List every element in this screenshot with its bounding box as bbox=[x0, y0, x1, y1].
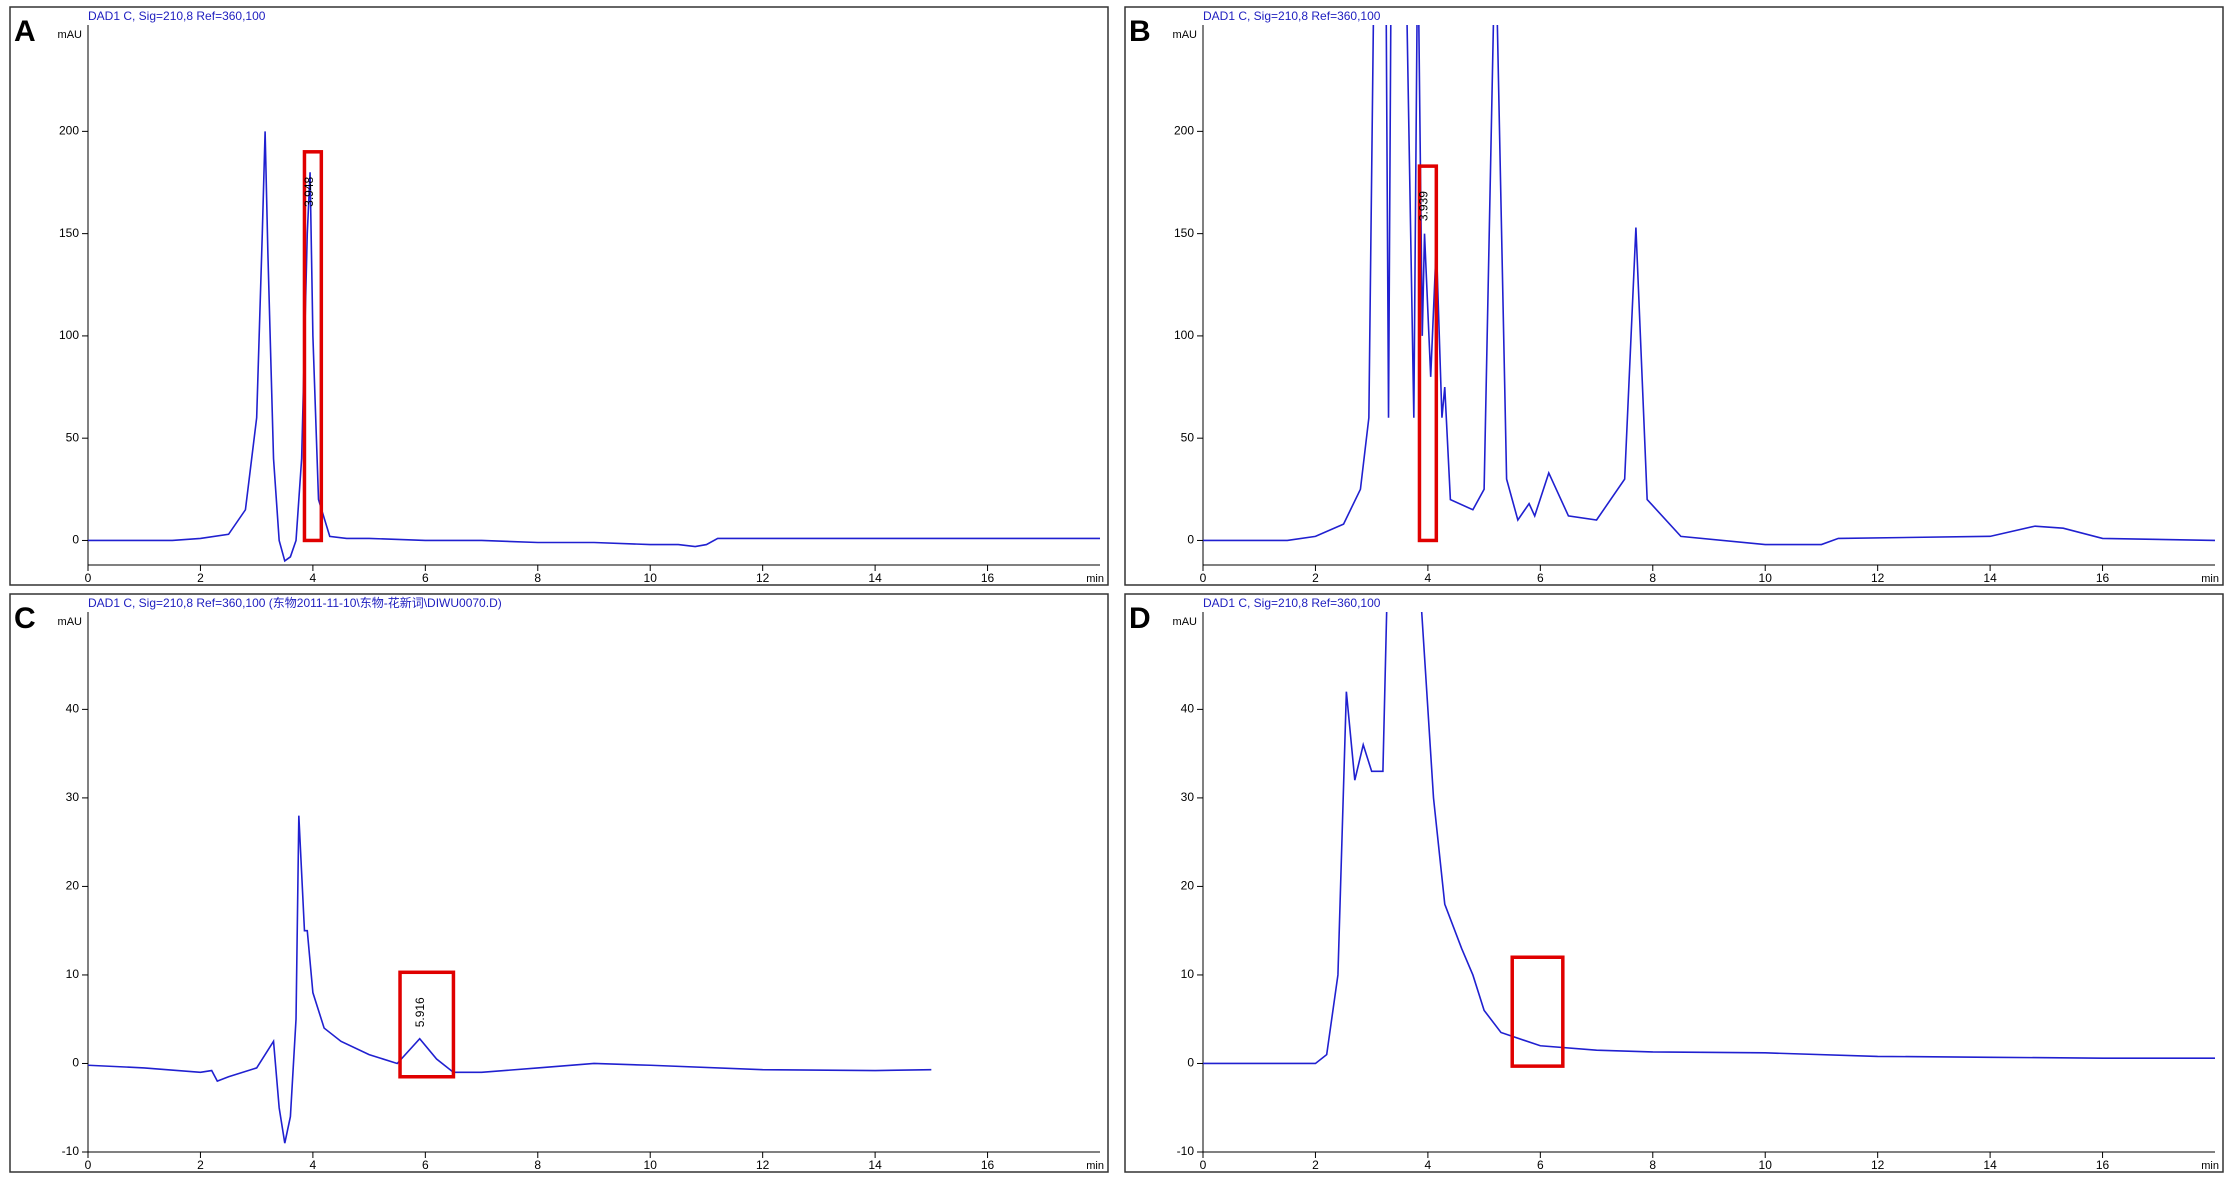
x-tick-label: 4 bbox=[1425, 571, 1432, 585]
y-tick-label: 0 bbox=[1187, 1056, 1194, 1070]
y-tick-label: 0 bbox=[1187, 533, 1194, 547]
panel: D DAD1 C, Sig=210,8 Ref=360,100 mAU min -10 0… bbox=[1124, 593, 2224, 1173]
x-tick-label: 2 bbox=[197, 571, 204, 585]
chart-title: DAD1 C, Sig=210,8 Ref=360,100 bbox=[1203, 9, 1381, 23]
peak-label: 3.939 bbox=[1417, 191, 1431, 221]
chart-title: DAD1 C, Sig=210,8 Ref=360,100 (东物2011-11… bbox=[88, 595, 502, 610]
peak-label: 5.916 bbox=[413, 997, 427, 1027]
panel-frame bbox=[9, 6, 1109, 586]
x-tick-label: 16 bbox=[2096, 1158, 2110, 1172]
signal-trace bbox=[88, 815, 932, 1144]
signal-trace bbox=[88, 131, 1100, 563]
x-tick-label: 12 bbox=[756, 571, 770, 585]
y-tick-label: 200 bbox=[59, 124, 79, 138]
x-axis-label: min bbox=[2201, 573, 2219, 585]
y-tick-label: 10 bbox=[66, 967, 80, 981]
panel: B DAD1 C, Sig=210,8 Ref=360,100 mAU min 0 50 1… bbox=[1124, 6, 2224, 586]
y-axis-label: mAU bbox=[58, 616, 83, 628]
y-tick-label: 0 bbox=[72, 1056, 79, 1070]
peak-label: 3.948 bbox=[302, 176, 316, 206]
signal-trace bbox=[1203, 25, 2215, 546]
y-tick-label: 200 bbox=[1174, 124, 1194, 138]
x-tick-label: 8 bbox=[534, 571, 541, 585]
panel: A DAD1 C, Sig=210,8 Ref=360,100 mAU min 0 50 1… bbox=[9, 6, 1109, 586]
x-tick-label: 12 bbox=[1871, 1158, 1885, 1172]
chart-title: DAD1 C, Sig=210,8 Ref=360,100 bbox=[1203, 596, 1381, 610]
y-tick-label: -10 bbox=[62, 1144, 80, 1158]
y-tick-label: 50 bbox=[66, 430, 80, 444]
x-tick-label: 6 bbox=[422, 1158, 429, 1172]
y-tick-label: 150 bbox=[59, 226, 79, 240]
y-tick-label: 30 bbox=[66, 790, 80, 804]
panel-label: B bbox=[1129, 15, 1151, 48]
x-tick-label: 2 bbox=[1312, 571, 1319, 585]
x-tick-label: 16 bbox=[981, 1158, 995, 1172]
x-tick-label: 0 bbox=[85, 571, 92, 585]
y-tick-label: 40 bbox=[66, 702, 80, 716]
x-tick-label: 16 bbox=[981, 571, 995, 585]
signal-trace bbox=[1203, 612, 2215, 1065]
x-axis-label: min bbox=[1086, 1160, 1104, 1172]
y-tick-label: -10 bbox=[1177, 1144, 1195, 1158]
x-tick-label: 6 bbox=[1537, 571, 1544, 585]
y-tick-label: 150 bbox=[1174, 226, 1194, 240]
panel-label: A bbox=[14, 15, 36, 48]
y-tick-label: 0 bbox=[72, 533, 79, 547]
y-tick-label: 50 bbox=[1181, 430, 1195, 444]
x-tick-label: 2 bbox=[197, 1158, 204, 1172]
highlight-box bbox=[1417, 164, 1439, 543]
y-tick-label: 10 bbox=[1181, 967, 1195, 981]
highlight-box bbox=[398, 970, 456, 1079]
y-axis-label: mAU bbox=[1173, 616, 1198, 628]
panel-label: D bbox=[1129, 602, 1151, 635]
x-tick-label: 4 bbox=[310, 571, 317, 585]
x-tick-label: 16 bbox=[2096, 571, 2110, 585]
x-tick-label: 0 bbox=[1200, 1158, 1207, 1172]
x-tick-label: 14 bbox=[1983, 1158, 1997, 1172]
x-axis-label: min bbox=[2201, 1160, 2219, 1172]
x-tick-label: 2 bbox=[1312, 1158, 1319, 1172]
chart-title: DAD1 C, Sig=210,8 Ref=360,100 bbox=[88, 9, 266, 23]
x-axis-label: min bbox=[1086, 573, 1104, 585]
panel: C DAD1 C, Sig=210,8 Ref=360,100 (东物2011-1… bbox=[9, 593, 1109, 1173]
panel-frame bbox=[9, 593, 1109, 1173]
y-tick-label: 40 bbox=[1181, 702, 1195, 716]
highlight-box bbox=[1510, 955, 1565, 1068]
y-tick-label: 30 bbox=[1181, 790, 1195, 804]
panel-label: C bbox=[14, 602, 36, 635]
x-tick-label: 8 bbox=[534, 1158, 541, 1172]
highlight-box bbox=[302, 150, 324, 543]
x-tick-label: 4 bbox=[1425, 1158, 1432, 1172]
panel-frame bbox=[1124, 6, 2224, 586]
x-tick-label: 10 bbox=[1759, 1158, 1773, 1172]
x-tick-label: 0 bbox=[85, 1158, 92, 1172]
x-tick-label: 10 bbox=[1759, 571, 1773, 585]
y-tick-label: 100 bbox=[1174, 328, 1194, 342]
x-tick-label: 14 bbox=[868, 1158, 882, 1172]
x-tick-label: 8 bbox=[1649, 1158, 1656, 1172]
x-tick-label: 12 bbox=[1871, 571, 1885, 585]
y-axis-label: mAU bbox=[1173, 29, 1198, 41]
x-tick-label: 4 bbox=[310, 1158, 317, 1172]
x-tick-label: 8 bbox=[1649, 571, 1656, 585]
y-tick-label: 20 bbox=[1181, 879, 1195, 893]
y-tick-label: 20 bbox=[66, 879, 80, 893]
x-tick-label: 6 bbox=[1537, 1158, 1544, 1172]
x-tick-label: 12 bbox=[756, 1158, 770, 1172]
x-tick-label: 6 bbox=[422, 571, 429, 585]
x-tick-label: 14 bbox=[868, 571, 882, 585]
y-axis-label: mAU bbox=[58, 29, 83, 41]
x-tick-label: 10 bbox=[644, 571, 658, 585]
x-tick-label: 10 bbox=[644, 1158, 658, 1172]
x-tick-label: 14 bbox=[1983, 571, 1997, 585]
panel-frame bbox=[1124, 593, 2224, 1173]
y-tick-label: 100 bbox=[59, 328, 79, 342]
x-tick-label: 0 bbox=[1200, 571, 1207, 585]
